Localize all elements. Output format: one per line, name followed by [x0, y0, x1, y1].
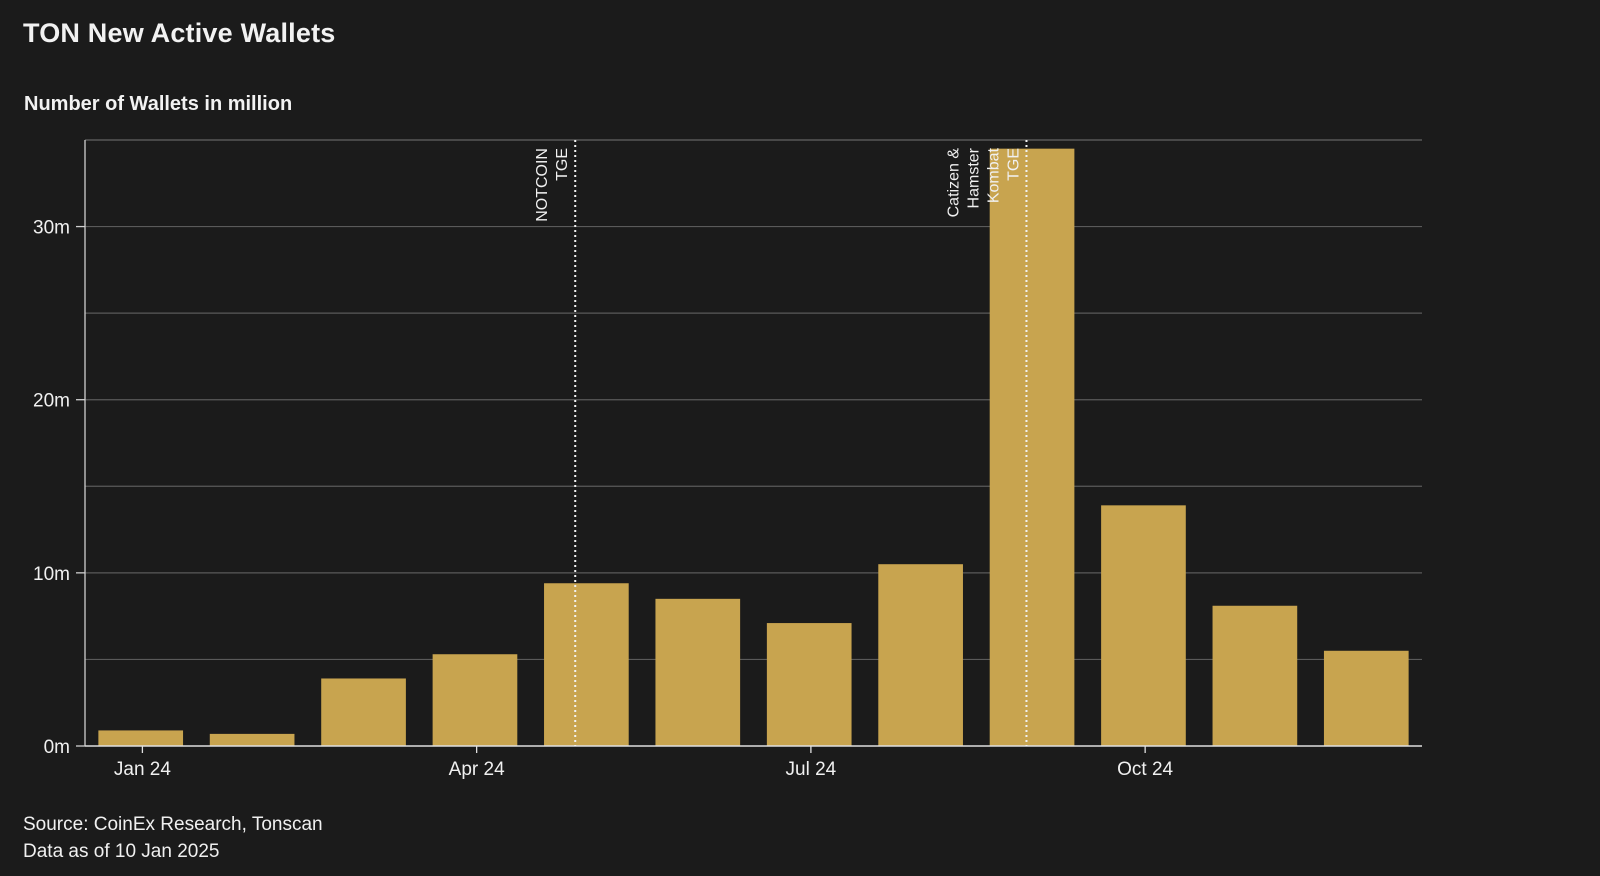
- y-tick-label: 20m: [33, 391, 70, 412]
- x-tick-label: Apr 24: [449, 759, 505, 780]
- chart-title: TON New Active Wallets: [23, 18, 336, 48]
- annotation-label: TGE: [554, 148, 571, 181]
- chart-subtitle: Number of Wallets in million: [24, 93, 293, 115]
- bar-aug-24: [878, 564, 963, 746]
- annotation-label: Catizen &: [945, 148, 962, 218]
- y-tick-label: 10m: [33, 564, 70, 585]
- bar-mar-24: [321, 678, 406, 746]
- bar-sep-24: [989, 148, 1075, 746]
- x-tick-label: Oct 24: [1117, 759, 1173, 780]
- bar-dec-24: [1323, 650, 1409, 746]
- x-tick-label: Jan 24: [114, 759, 171, 780]
- y-tick-label: 0m: [44, 737, 70, 758]
- source-note: Source: CoinEx Research, Tonscan: [23, 814, 323, 835]
- bar-jul-24: [766, 623, 852, 746]
- annotation-label: Hamster: [965, 147, 982, 208]
- bar-oct-24: [1101, 505, 1186, 746]
- bar-may-24: [544, 583, 629, 746]
- data-as-of-note: Data as of 10 Jan 2025: [23, 841, 220, 862]
- annotation-label: NOTCOIN: [534, 148, 551, 222]
- annotation-label: Kombat: [985, 147, 1002, 203]
- y-tick-label: 30m: [33, 218, 70, 239]
- bar-feb-24: [209, 733, 295, 746]
- bar-apr-24: [432, 654, 518, 746]
- x-tick-label: Jul 24: [786, 759, 837, 780]
- bar-jan-24: [98, 730, 184, 746]
- bar-nov-24: [1212, 605, 1298, 746]
- bar-jun-24: [655, 598, 741, 746]
- annotation-label: TGE: [1005, 148, 1022, 181]
